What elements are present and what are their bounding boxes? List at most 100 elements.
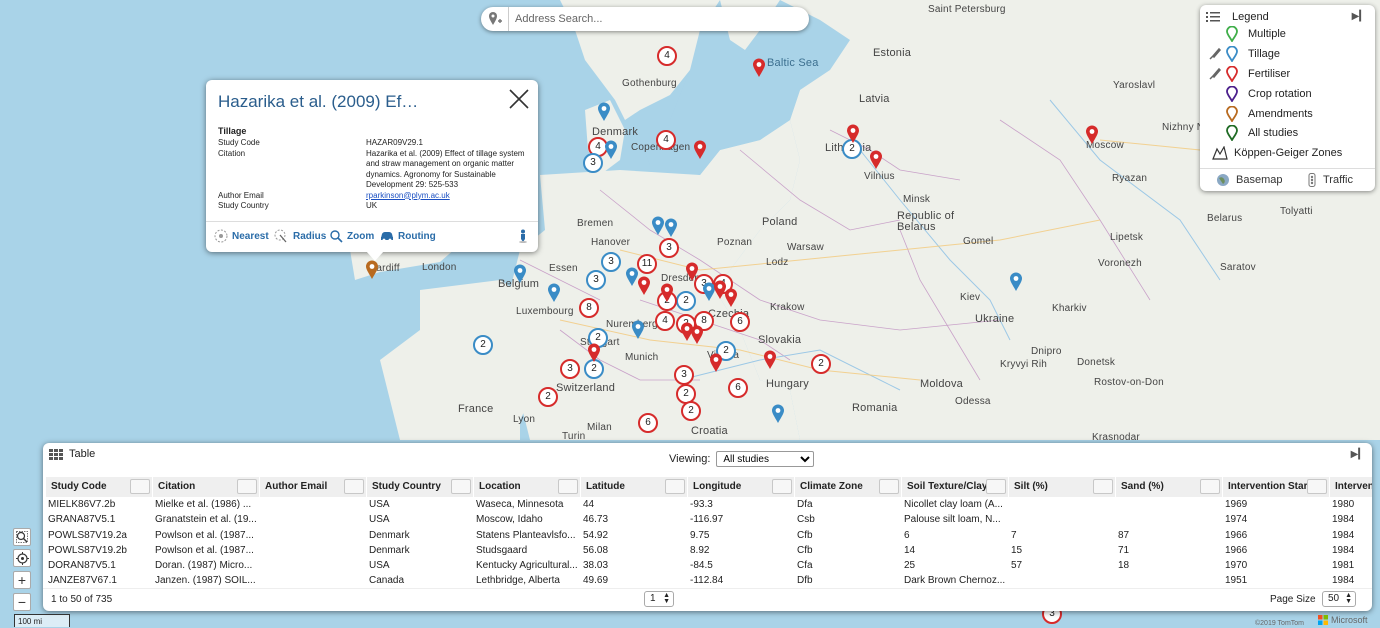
page-size-select[interactable]: 50 ▲ ▼ <box>1322 591 1356 607</box>
traffic-button[interactable]: Traffic <box>1308 171 1353 189</box>
column-header[interactable]: Latitude <box>581 477 688 497</box>
fertiliser-pin-icon[interactable] <box>680 322 694 342</box>
basemap-button[interactable]: Basemap <box>1216 171 1282 189</box>
locate-me-button[interactable] <box>13 549 31 567</box>
column-header[interactable]: Sand (%) <box>1116 477 1223 497</box>
legend-item-crop-rotation[interactable]: Crop rotation <box>1208 85 1312 103</box>
fertiliser-pin-icon[interactable] <box>752 58 766 78</box>
amendments-pin-icon[interactable] <box>365 260 379 280</box>
tillage-pin-icon[interactable] <box>664 218 678 238</box>
tillage-pin-icon[interactable] <box>771 404 785 424</box>
zoom-area-button[interactable] <box>13 528 31 546</box>
fertiliser-pin-icon[interactable] <box>709 353 723 373</box>
tillage-pin-icon[interactable] <box>1009 272 1023 292</box>
legend-item-all-studies[interactable]: All studies <box>1208 124 1298 142</box>
table-row[interactable]: JANZE87V67.1 Janzen. (1987) SOIL... Canada… <box>46 573 1372 588</box>
map-cluster-marker[interactable]: 6 <box>728 378 748 398</box>
search-input[interactable] <box>513 9 803 29</box>
street-view-person-icon[interactable] <box>518 229 528 243</box>
legend-item-amendments[interactable]: Amendments <box>1208 105 1313 123</box>
address-search-bar[interactable] <box>481 7 809 31</box>
map-cluster-marker[interactable]: 11 <box>637 254 657 274</box>
zoom-out-button[interactable]: − <box>13 593 31 611</box>
map-cluster-marker[interactable]: 2 <box>716 341 736 361</box>
tillage-pin-icon[interactable] <box>597 102 611 122</box>
fertiliser-pin-icon[interactable] <box>763 350 777 370</box>
column-header[interactable]: Intervent <box>1330 477 1372 497</box>
column-header[interactable]: Study Country <box>367 477 474 497</box>
collapse-legend-icon[interactable]: ▶▎ <box>1351 11 1367 22</box>
radius-button[interactable]: Radius <box>273 229 326 243</box>
map-cluster-marker[interactable]: 3 <box>583 153 603 173</box>
table-row[interactable]: POWLS87V19.2b Powlson et al. (1987... Denm… <box>46 543 1372 558</box>
legend-item-multiple[interactable]: Multiple <box>1208 25 1286 43</box>
map-cluster-marker[interactable]: 6 <box>638 413 658 433</box>
column-header[interactable]: Climate Zone <box>795 477 902 497</box>
brush-icon[interactable] <box>1208 47 1222 61</box>
filter-icon[interactable] <box>879 479 899 494</box>
column-header[interactable]: Study Code <box>46 477 153 497</box>
filter-icon[interactable] <box>130 479 150 494</box>
column-header[interactable]: Longitude <box>688 477 795 497</box>
fertiliser-pin-icon[interactable] <box>685 262 699 282</box>
column-header[interactable]: Author Email <box>260 477 367 497</box>
table-row[interactable]: GRANA87V5.1 Granatstein et al. (19... USA M… <box>46 512 1372 527</box>
map-cluster-marker[interactable]: 6 <box>730 312 750 332</box>
filter-icon[interactable] <box>344 479 364 494</box>
fertiliser-pin-icon[interactable] <box>869 150 883 170</box>
routing-button[interactable]: Routing <box>380 229 436 243</box>
table-row[interactable]: DORAN87V5.1 Doran. (1987) Micro... USA Kent… <box>46 558 1372 573</box>
search-location-icon[interactable] <box>481 7 509 31</box>
tillage-pin-icon[interactable] <box>651 216 665 236</box>
fertiliser-pin-icon[interactable] <box>660 283 674 303</box>
map-cluster-marker[interactable]: 4 <box>656 130 676 150</box>
map-cluster-marker[interactable]: 2 <box>681 401 701 421</box>
fertiliser-pin-icon[interactable] <box>846 124 860 144</box>
fertiliser-pin-icon[interactable] <box>693 140 707 160</box>
map-cluster-marker[interactable]: 2 <box>676 291 696 311</box>
map-cluster-marker[interactable]: 3 <box>601 252 621 272</box>
tillage-pin-icon[interactable] <box>604 140 618 160</box>
filter-icon[interactable] <box>986 479 1006 494</box>
brush-icon[interactable] <box>1208 67 1222 81</box>
close-icon[interactable] <box>508 88 530 110</box>
map-cluster-marker[interactable]: 3 <box>674 365 694 385</box>
tillage-pin-icon[interactable] <box>625 267 639 287</box>
author-email-link[interactable]: rparkinson@plym.ac.uk <box>366 190 450 200</box>
zoom-in-button[interactable]: + <box>13 571 31 589</box>
legend-item-tillage[interactable]: Tillage <box>1208 45 1280 63</box>
table-row[interactable]: MIELK86V7.2b Mielke et al. (1986) ... USA W… <box>46 497 1372 512</box>
column-header[interactable]: Intervention Star... <box>1223 477 1330 497</box>
tillage-pin-icon[interactable] <box>513 264 527 284</box>
filter-icon[interactable] <box>1093 479 1113 494</box>
map-cluster-marker[interactable]: 8 <box>579 298 599 318</box>
column-header[interactable]: Soil Texture/Clay... <box>902 477 1009 497</box>
filter-icon[interactable] <box>558 479 578 494</box>
nearest-button[interactable]: Nearest <box>214 229 269 243</box>
map-cluster-marker[interactable]: 3 <box>586 270 606 290</box>
filter-icon[interactable] <box>1307 479 1327 494</box>
fertiliser-pin-icon[interactable] <box>1085 125 1099 145</box>
column-header[interactable]: Location <box>474 477 581 497</box>
filter-icon[interactable] <box>451 479 471 494</box>
filter-icon[interactable] <box>665 479 685 494</box>
viewing-select[interactable]: All studies <box>716 451 815 467</box>
zoom-button[interactable]: Zoom <box>330 229 374 243</box>
legend-item-koppen-geiger-zones[interactable]: Köppen-Geiger Zones <box>1208 144 1342 162</box>
expand-table-icon[interactable]: ▶▎ <box>1350 449 1366 460</box>
tillage-pin-icon[interactable] <box>631 320 645 340</box>
filter-icon[interactable] <box>1200 479 1220 494</box>
column-header[interactable]: Citation <box>153 477 260 497</box>
fertiliser-pin-icon[interactable] <box>587 343 601 363</box>
tillage-pin-icon[interactable] <box>547 283 561 303</box>
tillage-pin-icon[interactable] <box>702 282 716 302</box>
filter-icon[interactable] <box>237 479 257 494</box>
fertiliser-pin-icon[interactable] <box>637 276 651 296</box>
map-cluster-marker[interactable]: 3 <box>659 238 679 258</box>
fertiliser-pin-icon[interactable] <box>724 288 738 308</box>
map-cluster-marker[interactable]: 4 <box>657 46 677 66</box>
map-cluster-marker[interactable]: 2 <box>538 387 558 407</box>
map-cluster-marker[interactable]: 2 <box>473 335 493 355</box>
fertiliser-pin-icon[interactable] <box>690 325 704 345</box>
legend-item-fertiliser[interactable]: Fertiliser <box>1208 65 1290 83</box>
